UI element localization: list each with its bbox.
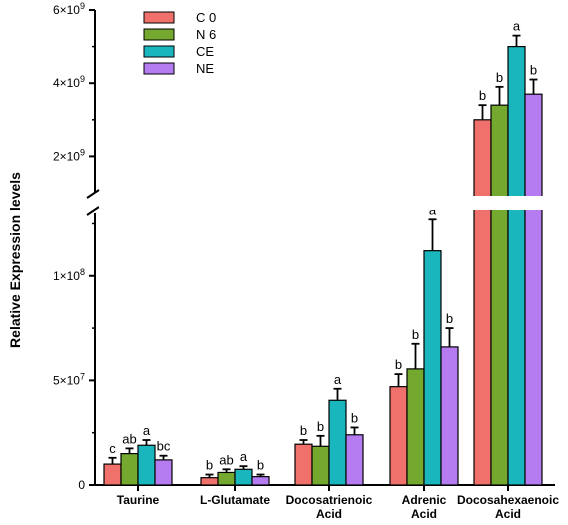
y-tick-label: 2×109 — [53, 147, 85, 163]
y-tick-label: 0 — [78, 478, 85, 492]
legend-label: C 0 — [196, 10, 216, 25]
bar — [328, 399, 347, 486]
significance-label: b — [412, 327, 419, 342]
legend: C 0 N 6 CE NE — [143, 10, 216, 76]
bars: cababcbababbbabbbabbbab — [99, 19, 559, 486]
bar — [234, 468, 253, 486]
bar — [406, 368, 425, 486]
significance-label: b — [530, 63, 537, 78]
y-axis-title: Relative Expression levels — [7, 172, 23, 348]
legend-swatch — [143, 28, 175, 41]
significance-label: ab — [122, 431, 136, 446]
significance-label: bc — [157, 439, 171, 454]
legend-swatch — [143, 45, 175, 58]
x-tick-label: Taurine — [117, 493, 160, 507]
bar — [423, 250, 442, 486]
y-tick-label: 4×109 — [53, 74, 85, 90]
significance-label: b — [446, 311, 453, 326]
axis-break-mark — [86, 189, 100, 199]
bar — [473, 119, 492, 486]
bar — [507, 45, 526, 486]
bar — [251, 476, 270, 486]
bar — [389, 386, 408, 486]
significance-label: a — [334, 372, 342, 387]
y-tick-label: 1×108 — [53, 267, 85, 283]
significance-label: a — [513, 19, 521, 34]
significance-label: ab — [219, 452, 233, 467]
bar — [103, 463, 122, 486]
significance-label: b — [395, 357, 402, 372]
x-tick-label: Docosahexaenoic Acid — [457, 493, 559, 521]
x-tick-label: Adrenic Acid — [402, 493, 447, 521]
legend-label: NE — [196, 61, 214, 76]
axis-break-mark — [86, 206, 100, 216]
legend-swatch — [143, 11, 175, 24]
bar — [217, 471, 236, 486]
y-tick-label: 5×107 — [53, 371, 85, 387]
legend-swatch — [143, 62, 175, 75]
bar — [524, 93, 543, 486]
significance-label: b — [317, 419, 324, 434]
significance-label: b — [496, 70, 503, 85]
legend-label: N 6 — [196, 27, 216, 42]
bar — [154, 459, 173, 486]
significance-label: b — [300, 423, 307, 438]
bar — [120, 453, 139, 486]
bar — [345, 434, 364, 486]
bar — [490, 104, 509, 486]
significance-label: b — [257, 458, 264, 473]
bar — [137, 444, 156, 486]
significance-label: b — [351, 410, 358, 425]
legend-label: CE — [196, 44, 214, 59]
significance-label: b — [206, 458, 213, 473]
x-tick-label: Docosatrienoic Acid — [286, 493, 373, 521]
bar — [440, 346, 459, 486]
bar — [200, 477, 219, 486]
y-tick-label: 6×109 — [53, 1, 85, 17]
significance-label: a — [143, 423, 151, 438]
bar — [294, 443, 313, 486]
axis-break-gap — [99, 196, 559, 210]
x-tick-label: L-Glutamate — [200, 493, 270, 507]
significance-label: b — [479, 88, 486, 103]
bar — [311, 445, 330, 486]
significance-label: c — [109, 441, 116, 456]
significance-label: a — [240, 449, 248, 464]
